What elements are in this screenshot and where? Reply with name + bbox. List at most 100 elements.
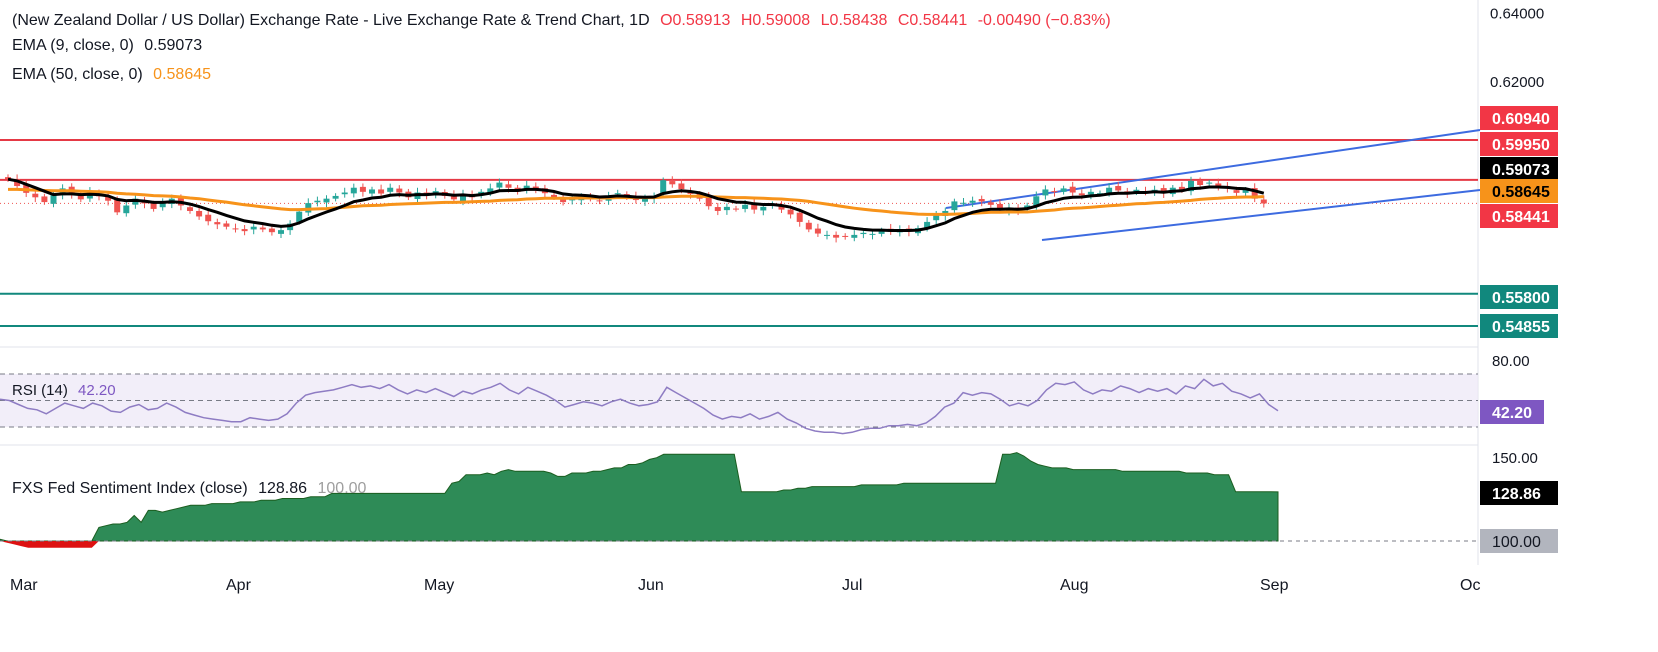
fxs-tag-label: 128.86: [1492, 486, 1541, 503]
candle-body: [778, 205, 785, 210]
candle-body: [1215, 183, 1222, 188]
candle-body: [496, 182, 503, 188]
candle-body: [678, 183, 685, 190]
candle-body: [314, 200, 321, 203]
fxs-base-tag-bg: [1480, 529, 1558, 553]
ema9-line: [7, 177, 1265, 232]
candle-body: [733, 208, 739, 210]
candle-body: [1042, 189, 1049, 196]
candle-body: [869, 233, 876, 235]
price-tick-label: 0.64000: [1490, 5, 1544, 22]
low-value: L0.58438: [820, 12, 888, 29]
candle-body: [1197, 180, 1204, 185]
candle-body: [150, 203, 157, 209]
ema50-legend[interactable]: EMA (50, close, 0) 0.58645: [12, 66, 217, 84]
candle-body: [41, 196, 48, 203]
price-tag-label: 0.60940: [1492, 111, 1550, 128]
rsi-label: RSI (14): [12, 382, 68, 399]
price-tag-label: 0.54855: [1492, 319, 1550, 336]
candle-body: [250, 226, 257, 230]
price-tag-label: 0.55800: [1492, 290, 1550, 307]
candle-body: [1097, 193, 1103, 195]
candle-body: [369, 189, 375, 194]
chart-legend-title: (New Zealand Dollar / US Dollar) Exchang…: [12, 12, 1117, 30]
candle-body: [14, 179, 21, 187]
candle-body: [77, 194, 84, 200]
rsi-legend[interactable]: RSI (14) 42.20: [12, 382, 122, 399]
rsi-tag-bg: [1480, 400, 1544, 424]
candle-body: [450, 195, 457, 200]
candle-body: [5, 177, 11, 180]
price-tag-bg: [1480, 314, 1558, 338]
x-tick-Mar: Mar: [10, 577, 38, 594]
candle-body: [833, 234, 840, 238]
x-tick-Oc: Oc: [1460, 577, 1480, 594]
candle-body: [50, 195, 57, 204]
channel-lower-line: [1041, 189, 1481, 241]
fxs-label: FXS Fed Sentiment Index (close): [12, 480, 248, 497]
fxs-legend[interactable]: FXS Fed Sentiment Index (close) 128.86 1…: [12, 480, 372, 498]
candle-body: [723, 206, 730, 211]
x-tick-Sep: Sep: [1260, 577, 1289, 594]
candle-body: [1251, 188, 1258, 199]
price-tag-label: 0.59950: [1492, 137, 1550, 154]
ema9-legend[interactable]: EMA (9, close, 0) 0.59073: [12, 37, 208, 55]
candle-body: [432, 191, 439, 194]
candle-body: [796, 212, 803, 222]
candle-body: [969, 200, 976, 203]
candle-body: [396, 188, 403, 193]
candle-body: [1106, 187, 1113, 194]
candle-body: [278, 230, 284, 234]
candle-body: [642, 198, 648, 202]
fxs-area-negative: [0, 541, 1278, 548]
support-tag-0.55800: 0.55800: [1480, 285, 1558, 309]
candle-body: [268, 228, 275, 233]
candle-body: [814, 228, 821, 234]
high-value: H0.59008: [740, 12, 811, 29]
candle-body: [987, 202, 994, 205]
ema50-label: EMA (50, close, 0): [12, 66, 143, 83]
candle-body: [387, 187, 394, 192]
candle-body: [341, 192, 348, 195]
price-tag-bg: [1480, 157, 1558, 181]
candle-body: [105, 196, 112, 201]
candle-body: [1242, 189, 1249, 193]
price-tick-label: 0.62000: [1490, 74, 1544, 91]
candle-body: [842, 235, 849, 237]
channel-upper-line: [945, 129, 1481, 209]
candle-body: [323, 198, 330, 203]
candle-body: [1087, 191, 1094, 195]
ema9-value: 0.59073: [144, 37, 203, 54]
x-tick-Jul: Jul: [842, 577, 862, 594]
price-tag-label: 0.59073: [1492, 162, 1550, 179]
candle-body: [851, 234, 858, 238]
price-levels: [0, 139, 1478, 327]
candle-body: [196, 210, 203, 217]
candle-body: [460, 193, 466, 202]
price-tag-bg: [1480, 179, 1558, 203]
candle-body: [487, 188, 494, 193]
candle-body: [996, 203, 1003, 210]
change-value: -0.00490 (−0.83%): [977, 12, 1111, 29]
close-value: C0.58441: [897, 12, 968, 29]
candle-body: [1051, 191, 1058, 193]
candle-body: [332, 195, 339, 199]
candle-body: [1033, 196, 1040, 207]
candle-body: [359, 186, 366, 192]
open-value: O0.58913: [660, 12, 731, 29]
x-tick-Aug: Aug: [1060, 577, 1088, 594]
candle-body: [596, 200, 603, 202]
candle-body: [205, 214, 212, 222]
candle-body: [878, 230, 885, 234]
candle-body: [187, 207, 193, 211]
fxs-area-positive: [0, 452, 1279, 542]
fxs-value: 128.86: [258, 480, 308, 497]
candle-body: [924, 221, 931, 229]
fxs-base-tag-label: 100.00: [1492, 534, 1541, 551]
candle-body: [1233, 190, 1240, 193]
candle-body: [1178, 186, 1185, 190]
price-tag-bg: [1480, 132, 1558, 156]
price-tag-label: 0.58441: [1492, 209, 1550, 226]
